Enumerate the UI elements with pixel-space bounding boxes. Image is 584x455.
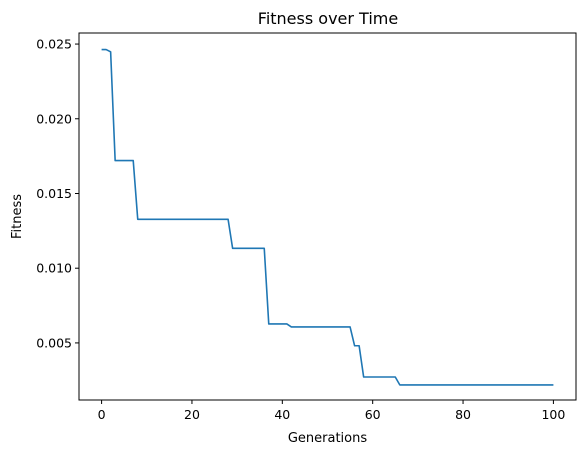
chart-title: Fitness over Time: [258, 9, 398, 28]
x-tick-label: 40: [274, 407, 290, 422]
plot-area: [101, 48, 554, 386]
x-axis-label: Generations: [288, 431, 368, 446]
x-tick-label: 100: [541, 407, 565, 422]
x-tick-label: 60: [365, 407, 381, 422]
y-tick-label: 0.025: [36, 37, 72, 52]
axes-frame: [78, 32, 577, 401]
y-tick-label: 0.005: [36, 335, 72, 350]
series-line-0: [101, 48, 554, 386]
x-tick-label: 80: [455, 407, 471, 422]
x-tick-label: 0: [98, 407, 106, 422]
y-axis: 0.005 0.010 0.015 0.020 0.025: [36, 37, 79, 350]
y-axis-label: Fitness: [10, 194, 25, 239]
x-tick-label: 20: [184, 407, 200, 422]
y-tick-label: 0.015: [36, 186, 72, 201]
y-tick-label: 0.020: [36, 111, 72, 126]
y-tick-label: 0.010: [36, 261, 72, 276]
x-axis: 0 20 40 60 80 100: [98, 400, 565, 422]
